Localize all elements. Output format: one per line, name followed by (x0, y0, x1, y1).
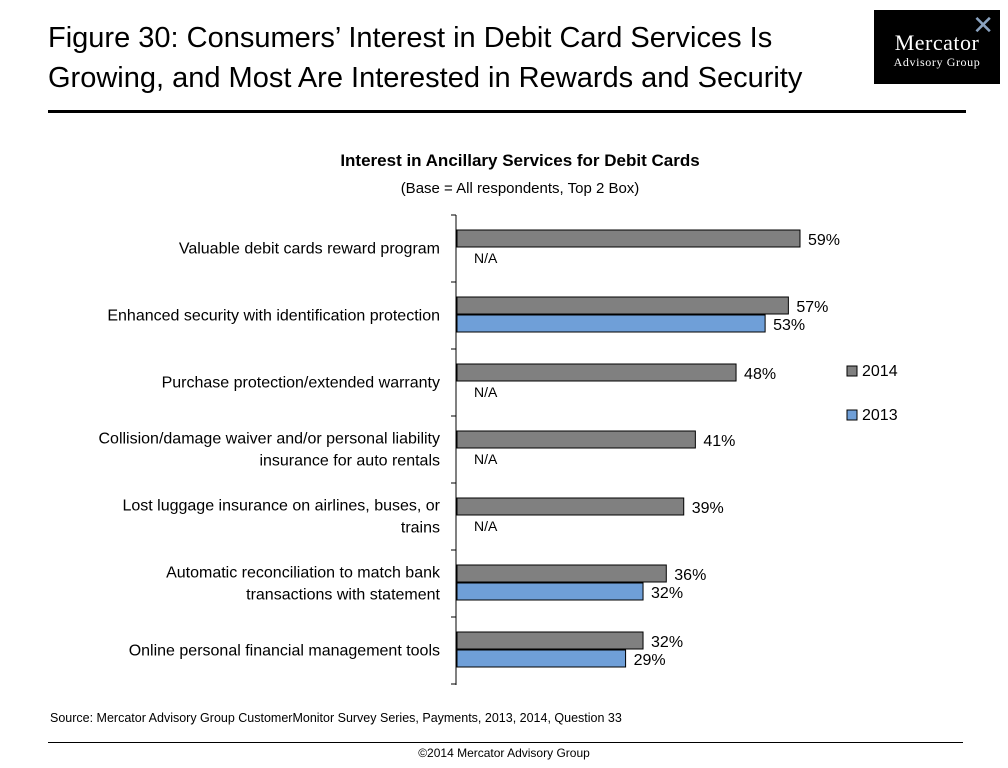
na-label: N/A (474, 518, 498, 534)
data-label: 59% (808, 232, 840, 249)
data-label: 32% (651, 585, 683, 602)
data-label: 36% (674, 567, 706, 584)
category-label: Online personal financial management too… (129, 643, 440, 660)
legend-swatch-2013 (846, 409, 858, 421)
category-label: Valuable debit cards reward program (179, 241, 440, 258)
chart-subtitle: (Base = All respondents, Top 2 Box) (400, 180, 640, 197)
bar-2013 (456, 582, 644, 601)
bar-2014 (456, 229, 801, 248)
legend-label: 2014 (862, 363, 898, 380)
legend-label: 2013 (862, 407, 898, 424)
category-label: Lost luggage insurance on airlines, buse… (122, 498, 440, 515)
category-label: Collision/damage waiver and/or personal … (98, 431, 440, 448)
bar-2013 (456, 649, 627, 668)
data-label: 39% (692, 500, 724, 517)
na-label: N/A (474, 451, 498, 467)
title-divider (48, 110, 966, 113)
copyright: ©2014 Mercator Advisory Group (418, 746, 590, 760)
bar-2014 (456, 296, 789, 315)
mercator-logo: ✕ Mercator Advisory Group (874, 10, 1000, 84)
na-label: N/A (474, 384, 498, 400)
na-label: N/A (474, 250, 498, 266)
data-label: 53% (773, 317, 805, 334)
logo-x-mark-icon: ✕ (972, 10, 994, 40)
category-label: trains (401, 520, 440, 537)
data-label: 41% (703, 433, 735, 450)
category-label: Enhanced security with identification pr… (107, 308, 440, 325)
data-label: 32% (651, 634, 683, 651)
figure-title: Figure 30: Consumers’ Interest in Debit … (48, 18, 848, 98)
category-label: insurance for auto rentals (259, 453, 440, 470)
bar-2014 (456, 363, 737, 382)
data-label: 57% (796, 299, 828, 316)
category-label: transactions with statement (246, 587, 440, 604)
bar-2014 (456, 631, 644, 650)
figure-title-line1: Figure 30: Consumers’ Interest in Debit … (48, 22, 773, 54)
bar-2014 (456, 497, 685, 516)
logo-line2: Advisory Group (893, 55, 981, 69)
data-label: 48% (744, 366, 776, 383)
figure-title-line2: Growing, and Most Are Interested in Rewa… (48, 62, 803, 94)
bar-2013 (456, 314, 766, 333)
bar-2014 (456, 564, 667, 583)
bar-2014 (456, 430, 696, 449)
chart-title: Interest in Ancillary Services for Debit… (340, 151, 700, 170)
data-label: 29% (634, 652, 666, 669)
logo-line1: Mercator (894, 30, 980, 55)
footer-divider (48, 742, 963, 743)
category-label: Purchase protection/extended warranty (162, 375, 440, 392)
category-label: Automatic reconciliation to match bank (166, 565, 441, 582)
legend-swatch-2014 (846, 365, 858, 377)
source-note: Source: Mercator Advisory Group Customer… (50, 711, 622, 725)
